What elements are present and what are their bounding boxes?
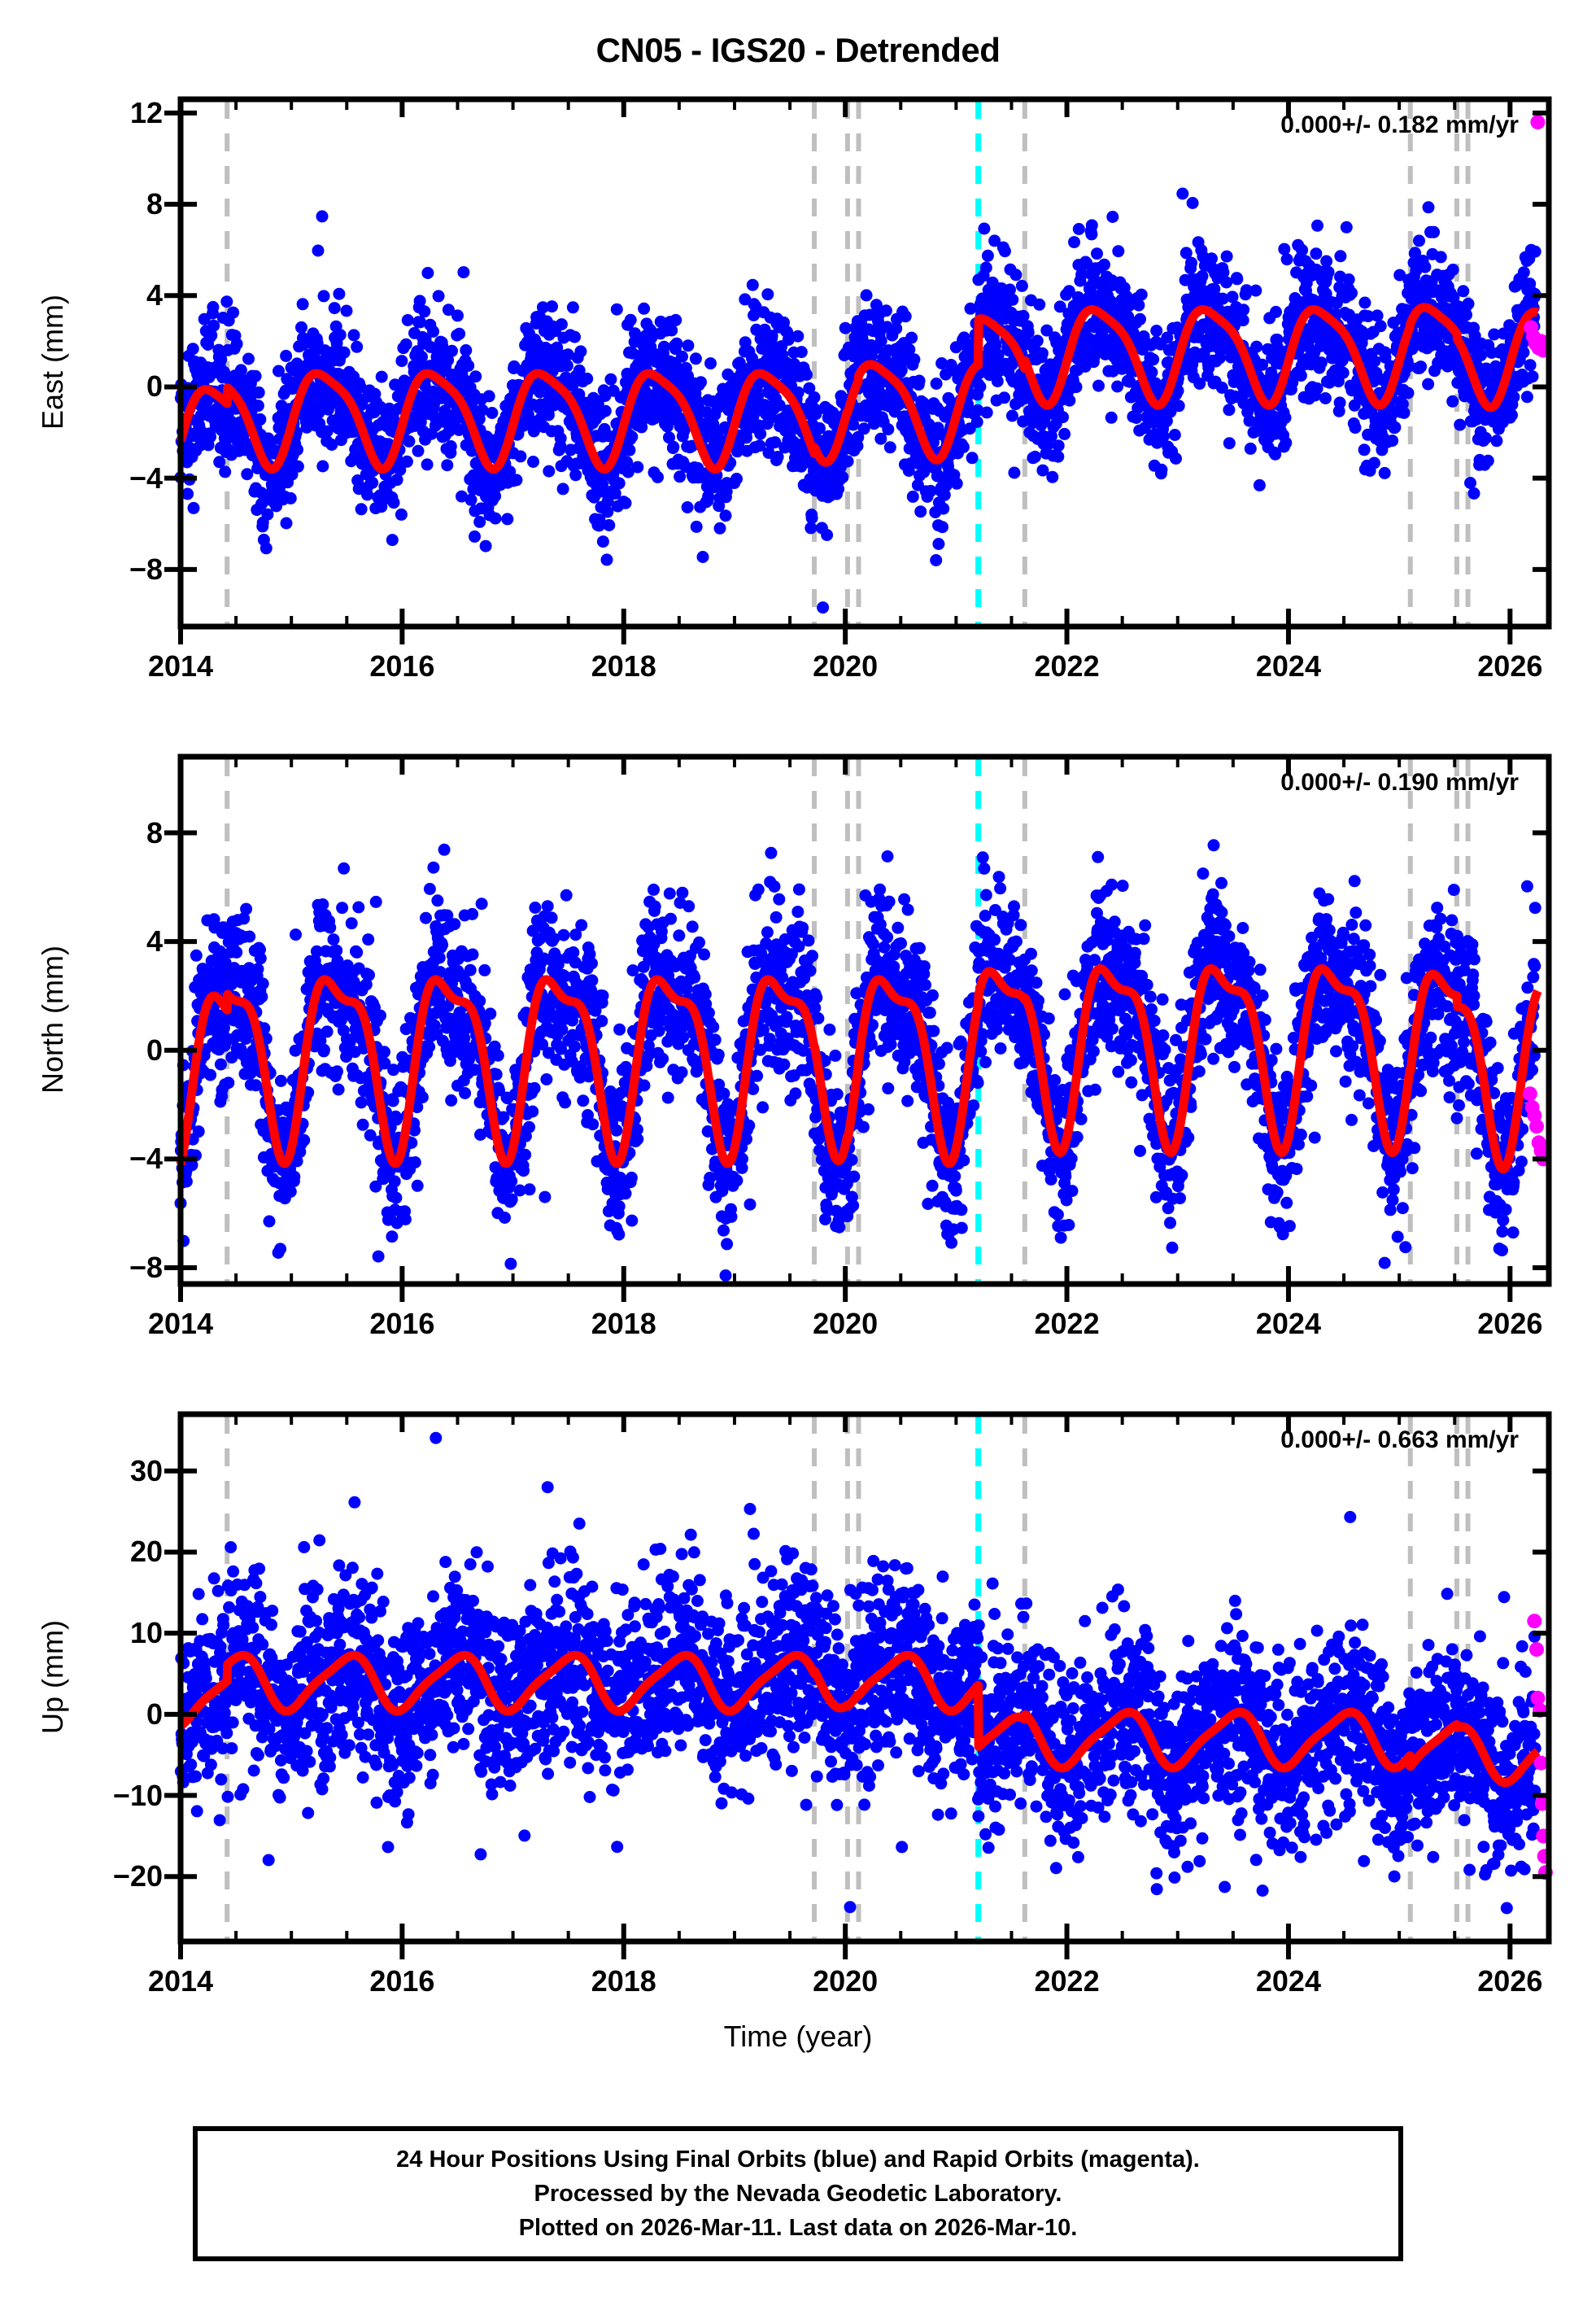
- y-axis-label-east: East (mm): [36, 295, 69, 430]
- fit-path: [176, 303, 1542, 474]
- plot-frame-up: [177, 1411, 1552, 1945]
- page-title: CN05 - IGS20 - Detrended: [595, 31, 1001, 69]
- y-tick-label-up-0: 30: [129, 1453, 163, 1487]
- x-tick-label-north-6: 2026: [1477, 1307, 1543, 1340]
- data-points-rapid-orbits-north: [1522, 1086, 1551, 1167]
- data-points-final-orbits-north: [174, 839, 1541, 1282]
- x-tick-label-up-5: 2024: [1255, 1964, 1321, 1998]
- x-tick-label-up-6: 2026: [1477, 1964, 1543, 1998]
- x-axis-ticks-up: [178, 1414, 1513, 1959]
- model-fit-curve-up: [177, 1650, 1542, 1788]
- x-tick-label-east-4: 2022: [1034, 649, 1100, 683]
- model-fit-curve-east: [176, 303, 1542, 474]
- y-tick-label-up-5: −20: [112, 1859, 163, 1893]
- y-tick-label-east-0: 12: [129, 95, 163, 129]
- x-tick-label-north-3: 2020: [813, 1307, 879, 1340]
- data-points-rapid-orbits-up: [1527, 1614, 1553, 1880]
- x-tick-label-up-4: 2022: [1034, 1964, 1100, 1998]
- fit-path: [177, 1650, 1542, 1788]
- fit-path: [176, 964, 1542, 1174]
- plot-frame-north: [177, 753, 1552, 1287]
- rate-annotation-east: 0.000+/- 0.182 mm/yr: [1280, 111, 1519, 138]
- x-tick-label-east-6: 2026: [1477, 649, 1543, 683]
- data-points-final-orbits-east: [174, 187, 1541, 614]
- data-points-final-orbits-up: [174, 1431, 1541, 1915]
- y-tick-label-east-5: −8: [129, 552, 163, 586]
- x-tick-label-north-2: 2018: [591, 1307, 656, 1340]
- rate-annotation-up: 0.000+/- 0.663 mm/yr: [1280, 1426, 1519, 1453]
- x-tick-label-north-1: 2016: [369, 1307, 435, 1340]
- y-axis-label-up: Up (mm): [36, 1620, 69, 1734]
- footer-line-dates: Plotted on 2026-Mar-11. Last data on 202…: [518, 2215, 1078, 2242]
- x-tick-label-up-2: 2018: [591, 1964, 656, 1998]
- x-axis-ticks-east: [178, 99, 1513, 644]
- vertical-marker-lines-north: [225, 758, 1471, 1282]
- x-tick-label-east-2: 2018: [591, 649, 656, 683]
- x-tick-label-north-0: 2014: [147, 1307, 214, 1340]
- x-tick-label-north-5: 2024: [1255, 1307, 1321, 1340]
- x-axis-label: Time (year): [723, 2020, 873, 2053]
- x-tick-label-east-5: 2024: [1255, 649, 1321, 683]
- x-tick-label-up-1: 2016: [369, 1964, 435, 1998]
- footer-caption-box: 24 Hour Positions Using Final Orbits (bl…: [193, 2126, 1403, 2261]
- footer-line-processor: Processed by the Nevada Geodetic Laborat…: [534, 2180, 1062, 2207]
- y-axis-label-north: North (mm): [36, 946, 69, 1094]
- vertical-marker-lines-east: [225, 101, 1471, 625]
- y-tick-label-north-4: −8: [129, 1250, 163, 1284]
- x-tick-label-up-0: 2014: [147, 1964, 214, 1998]
- data-points-rapid-orbits-east: [1524, 115, 1551, 358]
- x-tick-label-up-3: 2020: [813, 1964, 879, 1998]
- x-tick-label-east-3: 2020: [813, 649, 879, 683]
- y-axis-ticks-up: [164, 1468, 1549, 1880]
- vertical-marker-lines-up: [225, 1416, 1471, 1940]
- model-fit-curve-north: [176, 964, 1542, 1174]
- y-axis-ticks-east: [164, 110, 1549, 572]
- x-tick-label-east-1: 2016: [369, 649, 435, 683]
- x-axis-ticks-north: [178, 757, 1513, 1302]
- x-tick-label-east-0: 2014: [147, 649, 214, 683]
- y-axis-ticks-north: [164, 830, 1549, 1270]
- rate-annotation-north: 0.000+/- 0.190 mm/yr: [1280, 769, 1519, 796]
- footer-line-orbits: 24 Hour Positions Using Final Orbits (bl…: [396, 2146, 1200, 2173]
- x-tick-label-north-4: 2022: [1034, 1307, 1100, 1340]
- plot-frame-east: [177, 96, 1552, 630]
